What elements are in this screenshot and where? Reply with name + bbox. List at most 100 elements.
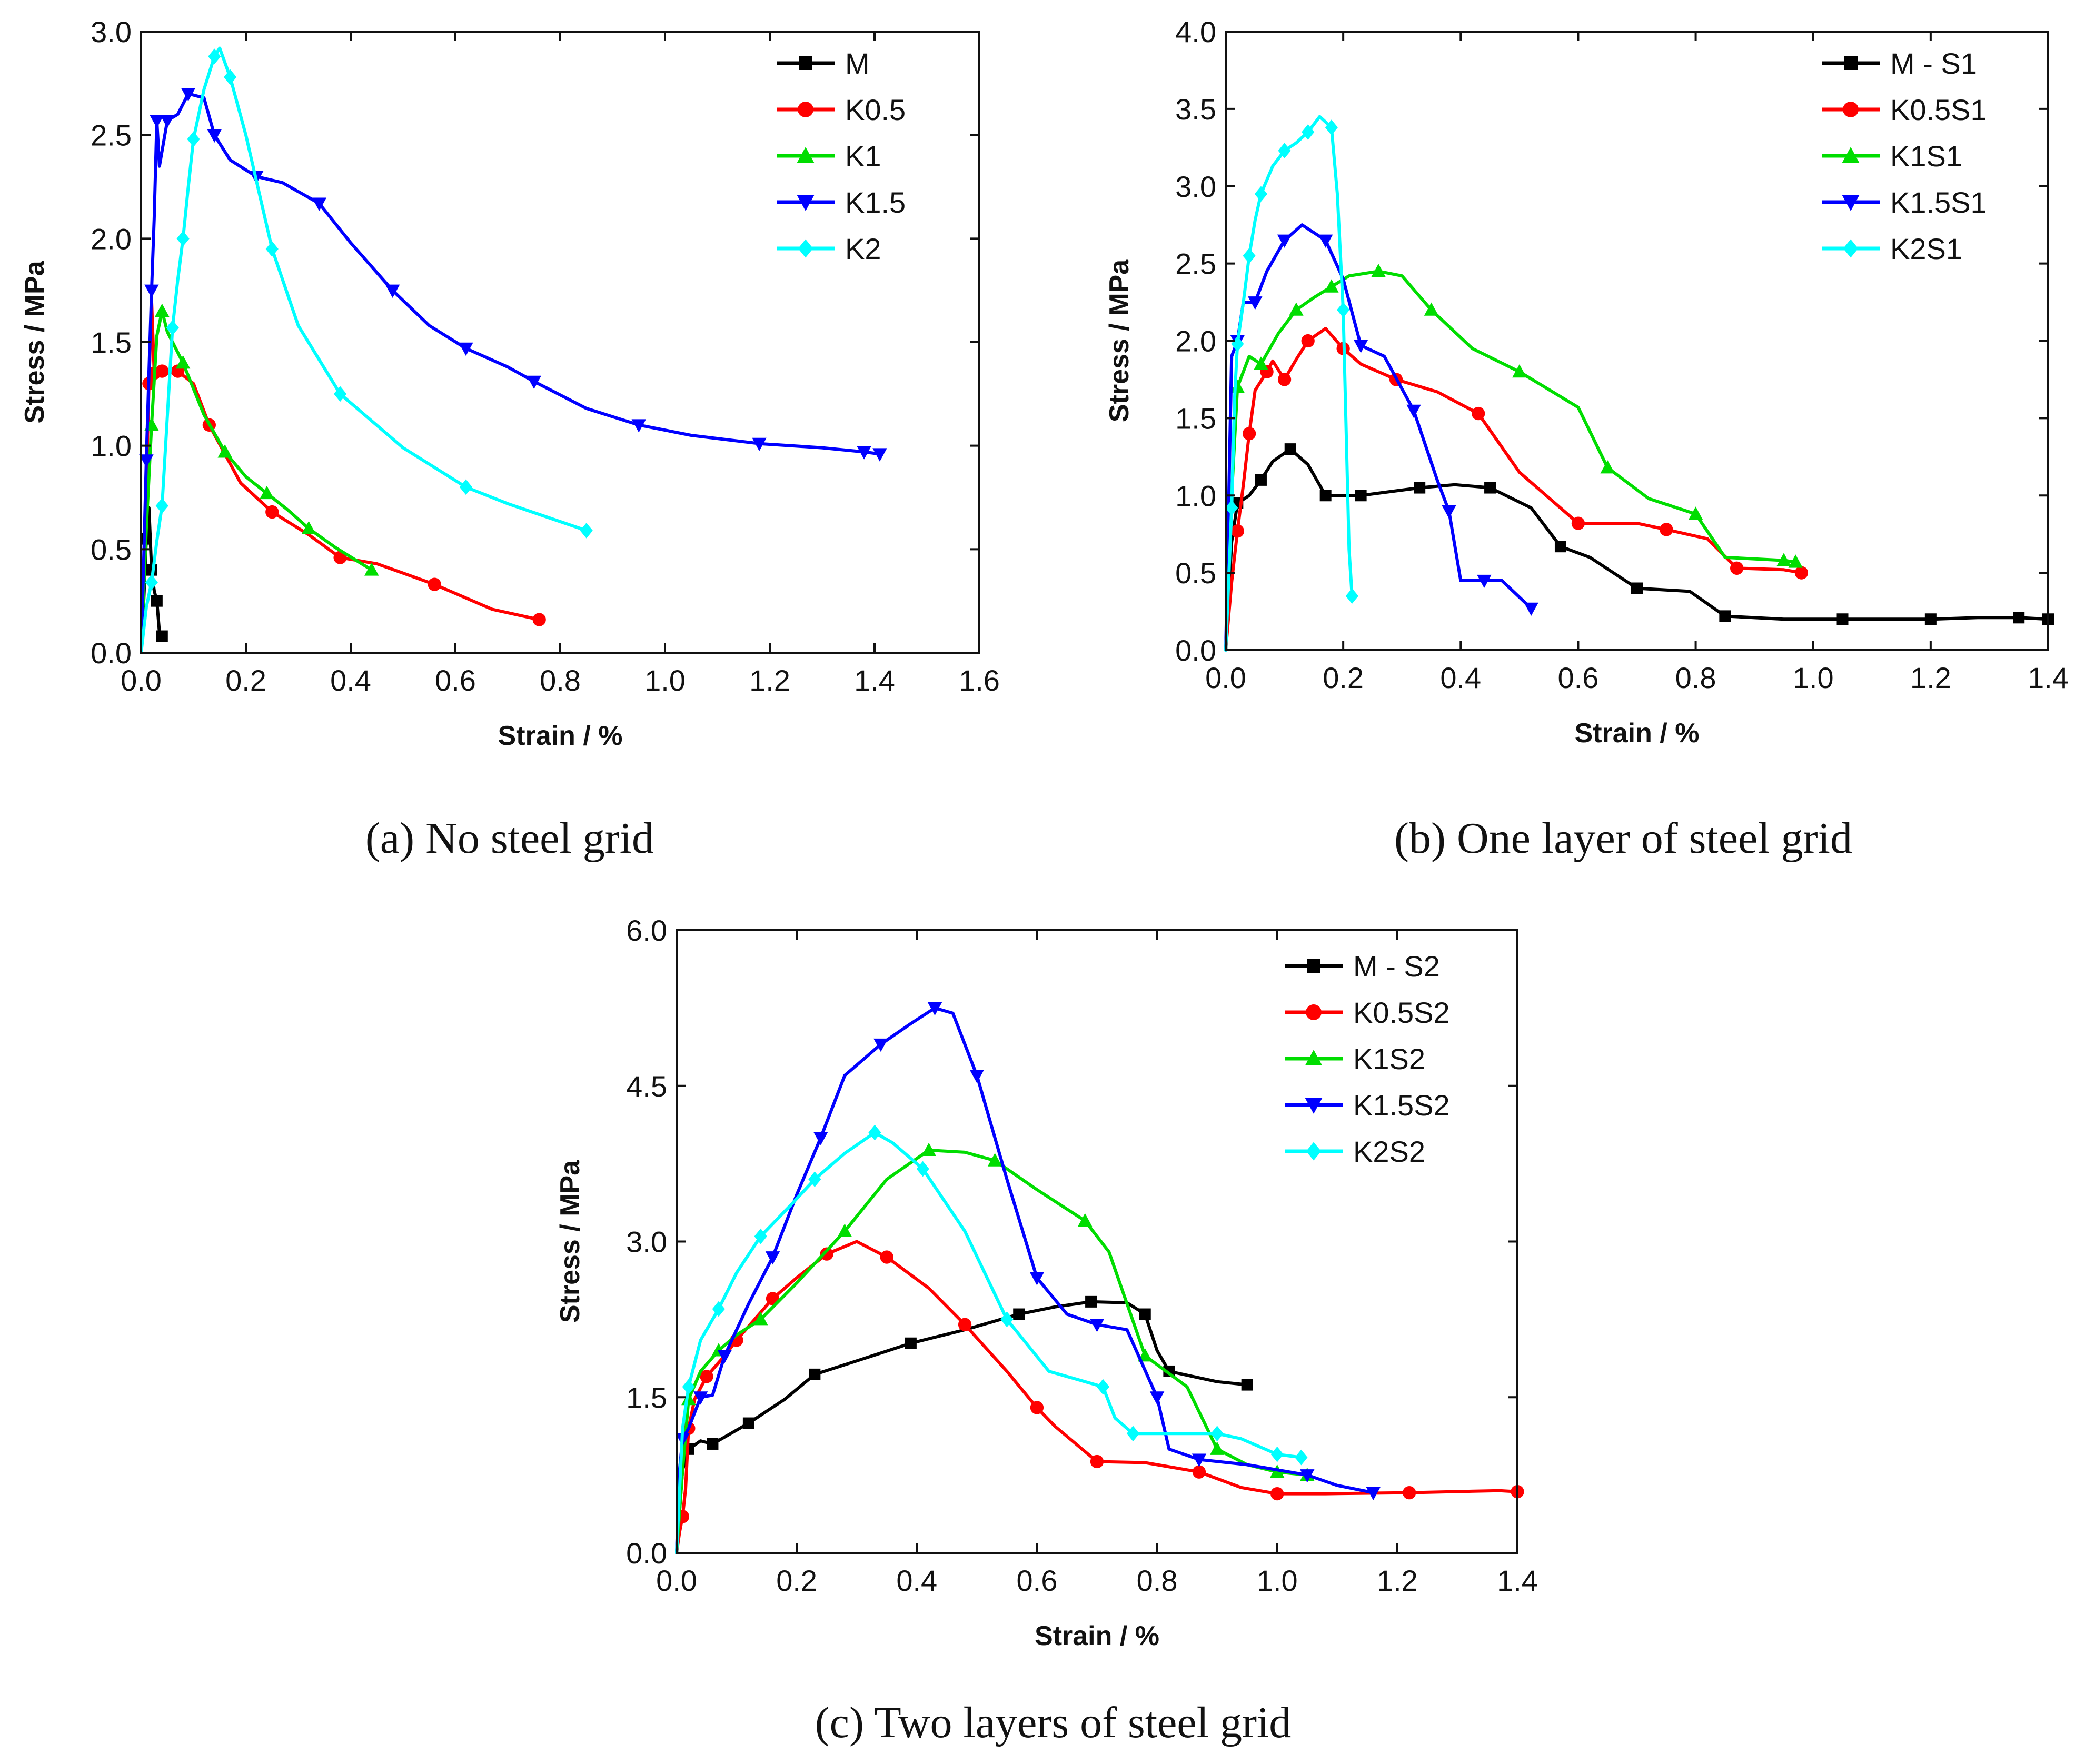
x-tick-label: 0.2 <box>776 1564 817 1597</box>
series-line <box>1224 223 1533 652</box>
legend-item: K2S1 <box>1822 232 1962 265</box>
series-line <box>675 1240 1519 1554</box>
data-point <box>1277 234 1292 248</box>
data-point <box>916 1161 929 1177</box>
data-point <box>1270 1487 1284 1501</box>
data-point <box>1243 248 1256 264</box>
legend-marker <box>797 195 815 211</box>
data-point <box>700 1370 713 1383</box>
data-point <box>1788 554 1803 568</box>
x-tick-label: 0.0 <box>121 664 162 697</box>
legend-label: K0.5S2 <box>1353 996 1450 1029</box>
data-point <box>139 454 154 468</box>
data-point <box>532 613 546 626</box>
data-point <box>155 303 170 317</box>
x-tick-label: 1.0 <box>644 664 686 697</box>
data-point <box>753 1312 768 1326</box>
data-point <box>1210 1426 1224 1442</box>
series-line <box>140 46 588 654</box>
chart-panel-b: 0.0 0.2 0.4 0.6 0.8 1.0 1.2 1.4 0.0 0.5 1.0 1.5 2.0 2… <box>1104 15 2069 863</box>
y-tick-label: 1.0 <box>1175 479 1216 512</box>
data-point <box>260 485 274 500</box>
legend-item: K1S2 <box>1285 1042 1425 1075</box>
legend: M - S1 K0.5S1 K1S1 K1.5S1 K2S1 <box>1822 47 1987 265</box>
data-point <box>312 197 327 211</box>
data-point <box>1013 1308 1025 1320</box>
data-point <box>1660 523 1673 536</box>
x-tick-label: 1.4 <box>854 664 895 697</box>
data-point <box>1077 1213 1093 1227</box>
series-line <box>140 310 373 654</box>
data-point <box>145 574 158 591</box>
y-tick-label: 2.5 <box>1175 247 1216 281</box>
x-axis-title: Strain / % <box>498 721 623 751</box>
series-k2 <box>140 46 593 654</box>
legend-item: K1.5S2 <box>1285 1089 1450 1122</box>
x-tick-label: 0.8 <box>1675 661 1716 694</box>
series-line <box>675 1300 1249 1554</box>
data-point <box>765 1251 780 1265</box>
data-point <box>1255 474 1267 486</box>
legend: M - S2 K0.5S2 K1S2 K1.5S2 K2S2 <box>1285 950 1450 1168</box>
legend-label: K1S2 <box>1353 1042 1425 1075</box>
legend-item: M - S1 <box>1822 47 1977 80</box>
data-point <box>217 444 232 458</box>
legend-marker <box>1844 56 1858 70</box>
data-point <box>1248 296 1263 310</box>
data-point <box>1631 582 1643 594</box>
data-point <box>155 364 169 378</box>
x-tick-label: 1.2 <box>1910 661 1951 694</box>
data-point <box>712 1301 725 1317</box>
data-point <box>1512 364 1527 378</box>
x-tick-label: 0.2 <box>225 664 266 697</box>
legend-marker <box>1843 102 1859 117</box>
y-tick-label: 1.0 <box>91 430 132 463</box>
x-tick-label: 0.6 <box>1557 661 1598 694</box>
data-point <box>880 1250 893 1264</box>
data-point <box>1424 302 1439 316</box>
legend-label: K2 <box>845 232 881 265</box>
y-tick-label: 0.5 <box>1175 556 1216 590</box>
x-axis-title: Strain / % <box>1035 1621 1159 1651</box>
data-point <box>1600 460 1615 474</box>
data-point <box>1318 234 1333 248</box>
series-line <box>1224 115 1354 652</box>
data-point <box>1302 124 1315 140</box>
data-point <box>1225 500 1238 516</box>
data-point <box>144 284 159 298</box>
data-point <box>1794 566 1809 580</box>
data-point <box>385 284 400 298</box>
legend-label: M - S2 <box>1353 950 1440 983</box>
y-tick-label: 6.0 <box>626 914 667 947</box>
legend-label: K1S1 <box>1890 139 1962 173</box>
data-point <box>1242 427 1256 441</box>
y-tick-label: 4.0 <box>1175 15 1216 48</box>
data-point <box>958 1318 972 1331</box>
data-point <box>1345 588 1358 604</box>
y-axis-title: Stress / MPa <box>1104 259 1135 422</box>
data-point <box>207 129 222 143</box>
data-point <box>693 1391 708 1405</box>
figure-caption: (a) No steel grid <box>365 814 654 863</box>
data-point <box>527 375 541 390</box>
series-m-s1 <box>1224 443 2054 652</box>
data-point <box>1139 1308 1151 1320</box>
data-point <box>1138 1348 1153 1362</box>
data-point <box>1192 1453 1207 1467</box>
series-k1.5s2 <box>675 1002 1381 1554</box>
data-point <box>752 437 767 452</box>
legend-item: K0.5 <box>777 93 906 126</box>
series-line <box>1224 270 1798 652</box>
data-point <box>1295 1449 1308 1466</box>
data-point <box>707 1438 719 1450</box>
data-point <box>224 69 237 85</box>
data-point <box>872 448 887 462</box>
data-point <box>1300 1469 1315 1483</box>
data-point <box>1254 356 1268 370</box>
data-point <box>1301 334 1315 348</box>
x-tick-label: 0.6 <box>1016 1564 1057 1597</box>
data-point <box>1284 443 1296 455</box>
legend-marker <box>1842 195 1860 211</box>
x-axis-title: Strain / % <box>1575 718 1700 749</box>
